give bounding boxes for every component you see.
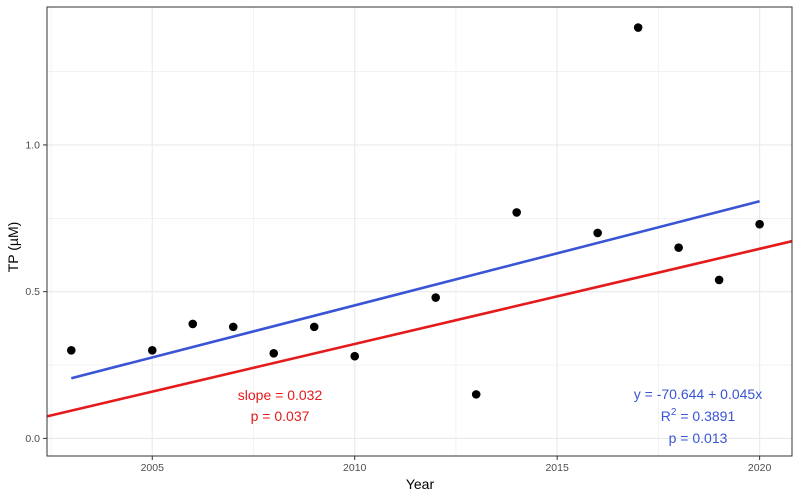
data-point xyxy=(188,319,198,329)
x-tick-label: 2010 xyxy=(343,462,367,474)
blue-fit-line xyxy=(70,200,760,380)
panel-border xyxy=(46,6,793,457)
y-tick-label: 0.0 xyxy=(25,433,40,445)
data-point xyxy=(269,348,279,358)
r2-superscript: 2 xyxy=(671,407,677,418)
data-point xyxy=(66,346,76,355)
red-fit-line xyxy=(46,239,793,418)
minor-gridlines xyxy=(47,7,792,456)
blue-annotation-equation: y = -70.644 + 0.045x xyxy=(634,386,762,402)
x-tick-label: 2015 xyxy=(545,462,569,474)
data-point xyxy=(714,275,724,285)
red-annotation-slope: slope = 0.032 xyxy=(238,387,323,403)
y-axis-ticks: 0.0 0.5 1.0 xyxy=(25,139,47,445)
blue-annotation-r2: R2 = 0.3891 xyxy=(661,407,736,424)
x-axis-label: Year xyxy=(406,476,435,492)
red-annotation-p: p = 0.037 xyxy=(251,408,310,424)
y-tick-label: 1.0 xyxy=(25,139,40,151)
data-point xyxy=(633,23,643,32)
y-axis-label: TP (µM) xyxy=(5,222,21,273)
data-point xyxy=(755,219,764,229)
r2-symbol: R xyxy=(661,408,671,424)
x-axis-ticks: 2005 2010 2015 2020 xyxy=(141,456,772,474)
data-point xyxy=(228,322,238,332)
x-tick-label: 2020 xyxy=(748,462,772,474)
data-point xyxy=(593,228,602,238)
blue-annotation-p: p = 0.013 xyxy=(669,430,728,446)
y-tick-label: 0.5 xyxy=(25,286,40,298)
data-point xyxy=(674,243,683,252)
data-point xyxy=(471,390,481,399)
data-points xyxy=(66,23,764,399)
x-tick-label: 2005 xyxy=(141,462,165,474)
data-point xyxy=(512,208,521,217)
data-point xyxy=(309,322,319,332)
major-gridlines xyxy=(47,7,792,456)
data-point xyxy=(147,346,157,355)
data-point xyxy=(431,293,440,302)
fit-lines xyxy=(46,200,793,418)
r2-value: = 0.3891 xyxy=(676,408,735,424)
data-point xyxy=(350,351,360,361)
